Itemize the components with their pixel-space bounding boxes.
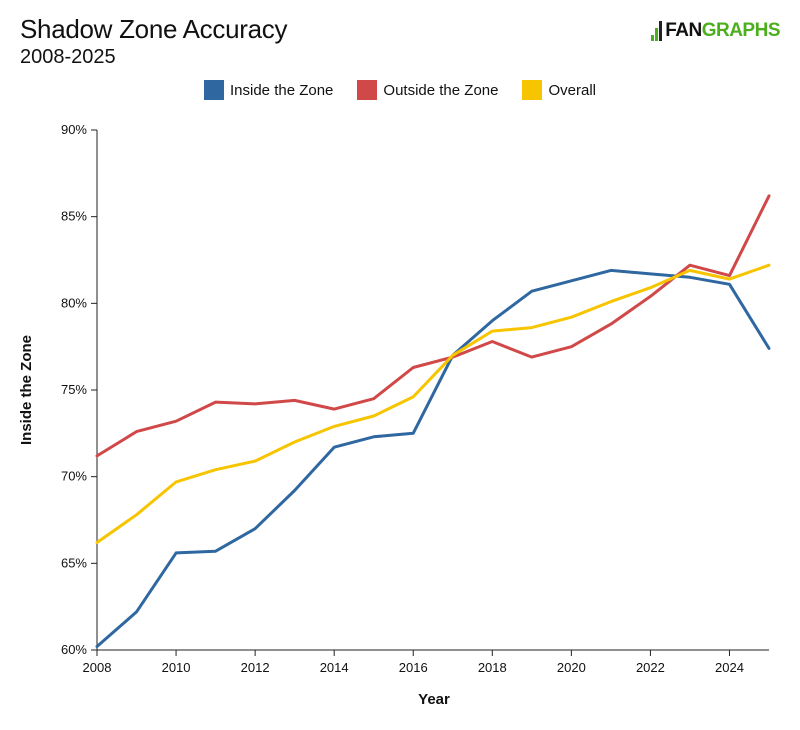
- chart-legend: Inside the Zone Outside the Zone Overall: [0, 80, 800, 100]
- y-tick-label: 70%: [61, 469, 87, 484]
- legend-swatch-overall: [522, 80, 543, 100]
- x-tick-label: 2008: [83, 660, 112, 675]
- y-axis-title: Inside the Zone: [18, 335, 35, 445]
- fangraphs-logo: FAN GRAPHS: [651, 20, 781, 42]
- series-line-overall: [95, 263, 771, 544]
- x-axis-title: Year: [418, 691, 450, 708]
- x-tick-label: 2020: [557, 660, 586, 675]
- series-line-inside: [95, 268, 771, 648]
- legend-label-outside: Outside the Zone: [383, 81, 499, 99]
- legend-label-inside: Inside the Zone: [230, 81, 334, 99]
- x-tick-label: 2024: [715, 660, 744, 675]
- x-tick-label: 2022: [636, 660, 665, 675]
- legend-label-overall: Overall: [548, 81, 596, 99]
- y-tick-label: 80%: [61, 295, 87, 310]
- x-tick-label: 2010: [162, 660, 191, 675]
- x-tick-label: 2014: [320, 660, 349, 675]
- logo-graphs-text: GRAPHS: [701, 20, 781, 41]
- y-tick-label: 65%: [61, 555, 87, 570]
- logo-fan-text: FAN: [665, 20, 702, 41]
- batter-logo-icon: [651, 21, 663, 41]
- y-tick-label: 75%: [61, 382, 87, 397]
- x-tick-label: 2012: [241, 660, 270, 675]
- legend-item-inside[interactable]: Inside the Zone: [204, 80, 333, 100]
- series-line-outside: [95, 194, 771, 458]
- chart-series-lines: [95, 194, 771, 648]
- legend-swatch-outside: [357, 80, 378, 100]
- y-tick-label: 85%: [61, 209, 87, 224]
- legend-item-outside[interactable]: Outside the Zone: [357, 80, 498, 100]
- chart-title: Shadow Zone Accuracy: [20, 14, 288, 44]
- x-tick-label: 2016: [399, 660, 428, 675]
- legend-swatch-inside: [204, 80, 224, 100]
- y-tick-label: 90%: [61, 122, 87, 137]
- legend-item-overall[interactable]: Overall: [522, 80, 596, 100]
- chart-axes: 60% 65% 70% 75% 80% 85% 90% 2008 2010 2012 2014 201…: [61, 122, 769, 675]
- x-tick-label: 2018: [478, 660, 507, 675]
- chart-subtitle: 2008-2025: [20, 46, 116, 68]
- y-tick-label: 60%: [61, 642, 87, 657]
